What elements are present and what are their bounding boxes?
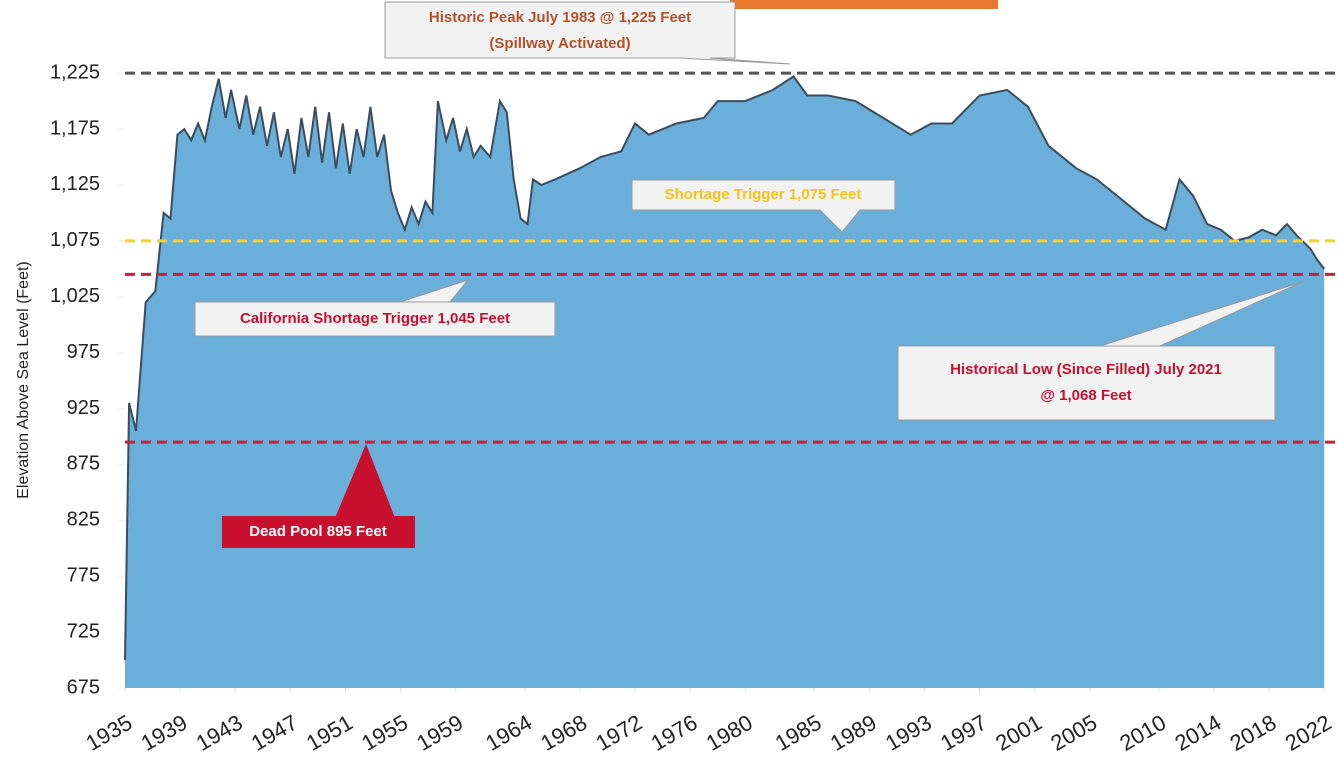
x-tick-label: 1959 <box>412 710 467 756</box>
x-tick-label: 1951 <box>302 710 357 756</box>
y-tick-label: 875 <box>67 453 100 475</box>
x-tick-label: 1943 <box>192 710 247 756</box>
decor-bar <box>730 0 998 9</box>
x-tick-label: 1980 <box>702 710 757 756</box>
y-tick-label: 1,225 <box>50 61 100 83</box>
y-tick-label: 1,125 <box>50 173 100 195</box>
x-tick-label: 1935 <box>82 710 137 756</box>
x-tick-label: 1968 <box>536 710 591 756</box>
y-tick-label: 775 <box>67 564 100 586</box>
x-tick-label: 2001 <box>991 710 1046 756</box>
annotation-text: (Spillway Activated) <box>489 35 630 52</box>
y-axis-label: Elevation Above Sea Level (Feet) <box>15 261 32 498</box>
x-tick-label: 1955 <box>357 710 412 756</box>
y-tick-label: 675 <box>67 676 100 698</box>
callout-shortage <box>631 179 896 233</box>
y-tick-label: 825 <box>67 509 100 531</box>
x-tick-label: 1989 <box>826 710 881 756</box>
y-tick-label: 975 <box>67 341 100 363</box>
x-tick-label: 2005 <box>1046 710 1101 756</box>
x-tick-label: 1947 <box>247 710 302 756</box>
annotation-text: Dead Pool 895 Feet <box>249 523 387 540</box>
callout-peak <box>384 1 791 65</box>
y-tick-label: 1,175 <box>50 117 100 139</box>
annotation-text: Shortage Trigger 1,075 Feet <box>665 186 862 203</box>
x-tick-label: 2010 <box>1115 710 1170 756</box>
x-tick-label: 2018 <box>1226 710 1281 756</box>
line <box>124 75 1325 661</box>
x-tick-label: 1997 <box>936 710 991 756</box>
x-tick-label: 2014 <box>1170 710 1225 756</box>
y-tick-label: 925 <box>67 397 100 419</box>
x-tick-label: 1939 <box>137 710 192 756</box>
x-tick-label: 1985 <box>771 710 826 756</box>
annotation-text: Historic Peak July 1983 @ 1,225 Feet <box>429 9 691 26</box>
callout-california <box>194 279 556 337</box>
x-tick-label: 1993 <box>881 710 936 756</box>
x-tick-label: 1976 <box>647 710 702 756</box>
pointer-deadpool <box>335 444 395 518</box>
area <box>125 76 1325 688</box>
callout-low <box>897 281 1303 421</box>
x-tick-label: 1972 <box>592 710 647 756</box>
y-tick-label: 1,075 <box>50 229 100 251</box>
x-tick-label: 1964 <box>481 710 536 756</box>
x-tick-label: 2022 <box>1281 710 1336 756</box>
annotation-text: Historical Low (Since Filled) July 2021 <box>950 361 1222 378</box>
annotation-text: California Shortage Trigger 1,045 Feet <box>240 310 510 327</box>
plot: 675 725 775 825 875 925 975 1,025 1,075 1,125 1,17… <box>50 61 1338 756</box>
y-tick-label: 725 <box>67 620 100 642</box>
y-tick-label: 1,025 <box>50 285 100 307</box>
annotations: Historic Peak July 1983 @ 1,225 Feet (Spi… <box>194 1 1303 548</box>
callout-deadpool <box>222 516 415 548</box>
annotation-text: @ 1,068 Feet <box>1040 387 1131 404</box>
